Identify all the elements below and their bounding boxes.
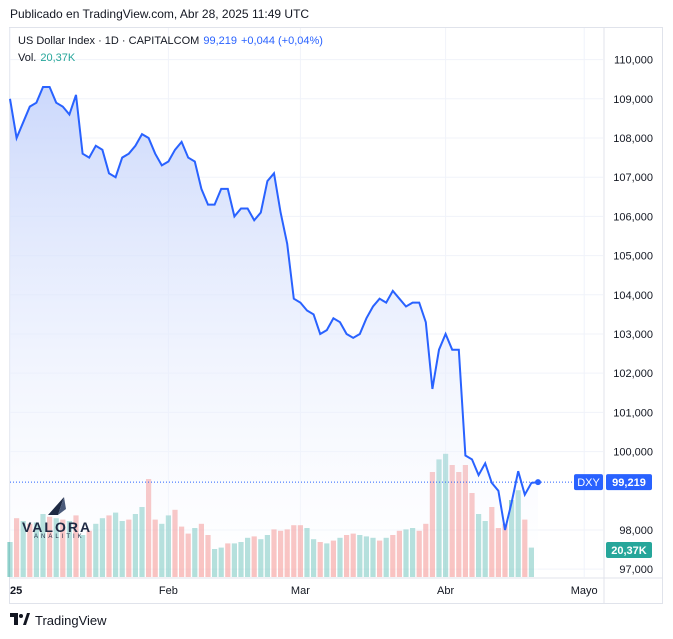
legend-volume-row: Vol. 20,37K xyxy=(18,52,75,64)
tradingview-logo-icon xyxy=(10,613,30,628)
y-tick-label: 97,000 xyxy=(619,564,653,576)
symbol-tag xyxy=(574,474,603,491)
x-tick-label: Abr xyxy=(437,585,454,597)
y-tick-label: 103,000 xyxy=(613,329,653,341)
x-tick-label: Feb xyxy=(159,585,178,597)
x-tick-label: Mar xyxy=(291,585,310,597)
y-tick-label: 102,000 xyxy=(613,368,653,380)
legend-vol-label[interactable]: Vol. xyxy=(18,52,37,64)
symbol-tag-label: DXY xyxy=(577,477,600,489)
y-tick-label: 110,000 xyxy=(614,55,653,67)
valora-watermark: VALORA ANALITIK xyxy=(18,495,98,545)
y-tick-label: 107,000 xyxy=(613,172,653,184)
legend-price: 99,219 xyxy=(203,35,237,47)
publish-info: Publicado en TradingView.com, Abr 28, 20… xyxy=(10,7,310,21)
y-tick-label: 106,000 xyxy=(613,211,653,223)
y-tick-label: 108,000 xyxy=(613,133,653,145)
y-tick-label: 98,000 xyxy=(619,525,653,537)
valora-logo-icon xyxy=(48,497,66,515)
tradingview-footer[interactable]: TradingView xyxy=(10,613,107,628)
price-area xyxy=(10,87,538,577)
volume-tag-label: 20,37K xyxy=(611,545,647,557)
x-tick-label: Mayo xyxy=(571,585,598,597)
legend-change: +0,044 (+0,04%) xyxy=(241,35,323,47)
last-price-tag xyxy=(606,474,652,491)
valora-name: VALORA xyxy=(22,519,93,535)
x-tick-label: 25 xyxy=(10,585,22,597)
legend-vol-value: 20,37K xyxy=(40,52,76,64)
last-price-label: 99,219 xyxy=(612,477,646,489)
legend-symbol[interactable]: US Dollar Index · 1D · CAPITALCOM xyxy=(18,35,200,47)
y-tick-label: 100,000 xyxy=(613,447,653,459)
tradingview-brand: TradingView xyxy=(35,613,107,628)
price-line xyxy=(9,86,539,531)
volume-tag xyxy=(606,542,652,558)
y-tick-label: 109,000 xyxy=(613,94,653,106)
y-tick-label: 104,000 xyxy=(613,290,653,302)
legend-symbol-row: US Dollar Index · 1D · CAPITALCOM 99,219 +… xyxy=(18,35,323,47)
valora-sub: ANALITIK xyxy=(34,534,85,540)
y-tick-label: 101,000 xyxy=(613,407,653,419)
y-tick-label: 105,000 xyxy=(613,251,653,263)
